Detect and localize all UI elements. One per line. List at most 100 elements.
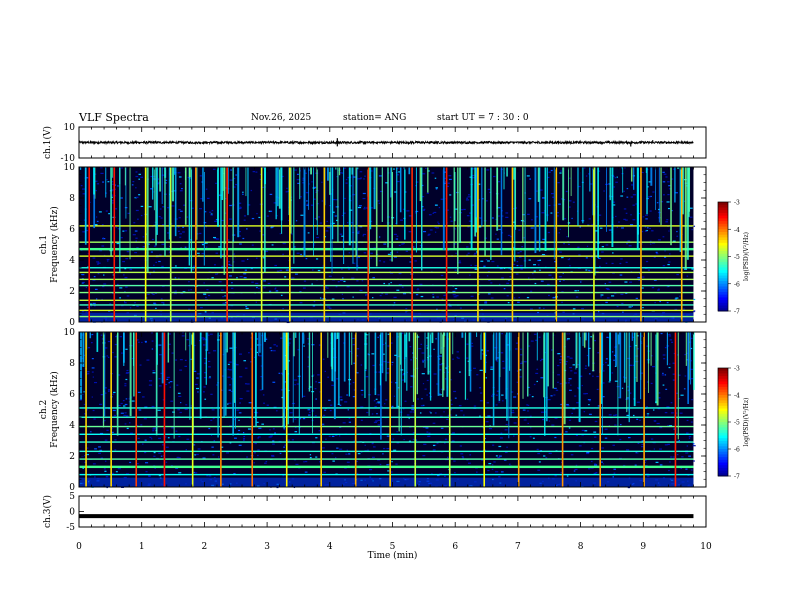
ch1-spec-speckle <box>302 247 305 249</box>
ch2-spec-speckle <box>146 359 150 361</box>
ch2-spec-speckle <box>457 357 460 359</box>
ch2-spec-speckle <box>86 409 89 411</box>
ch2-spec-speckle <box>294 379 298 381</box>
ch2-spec-speckle <box>613 472 616 474</box>
ch2-spec-speckle <box>377 402 381 404</box>
ch2-spec-speckle <box>691 399 693 401</box>
ch2-spec-sferic <box>298 332 300 435</box>
ch1-spec-speckle <box>568 206 571 208</box>
ch2-spec-speckle <box>266 404 269 406</box>
ch2-spec-speckle <box>364 444 366 446</box>
ch1-spec-sferic <box>275 167 277 220</box>
ch2-spec-speckle <box>158 474 162 477</box>
ch1-spec-speckle <box>94 224 98 226</box>
ch2-spec-speckle <box>532 437 535 439</box>
ch2-spec-speckle <box>564 363 567 365</box>
ch2-spec-speckle <box>419 412 422 414</box>
ch1-spec-speckle <box>264 250 268 253</box>
ch1-spec-speckle <box>134 230 138 232</box>
ch2-spec-speckle <box>669 461 671 463</box>
ch1-spec-speckle <box>231 287 234 289</box>
ch2-spec-speckle <box>303 395 306 397</box>
ch1-spec-speckle <box>351 222 354 224</box>
ch1-spec-speckle <box>452 290 456 293</box>
ch1-spec-tone <box>79 247 694 251</box>
ch1-spec-speckle <box>526 296 530 299</box>
ch2-spec-speckle <box>160 455 163 457</box>
ch2-spec-speckle <box>586 452 590 455</box>
ch1-spec-speckle <box>359 226 363 228</box>
ch2-spec-speckle <box>125 378 128 381</box>
ch2-spec-speckle <box>486 350 489 352</box>
ch2-spec-sferic <box>264 332 266 342</box>
ch1-spec-speckle <box>242 193 244 195</box>
ch2-spec-speckle <box>148 380 153 382</box>
ch1-spec-speckle <box>161 224 165 226</box>
ch1-spec-speckle <box>621 302 624 305</box>
ch1-spec-channel-label: ch.1 <box>39 235 49 254</box>
ch2-spec-speckle <box>124 412 127 414</box>
ch1-spec-speckle <box>235 174 237 176</box>
ch2-spec-speckle <box>568 378 572 380</box>
ch1-spec-speckle <box>605 301 608 304</box>
ch2-spec-speckle <box>329 409 332 412</box>
ch1-spec-sferic <box>538 167 541 252</box>
ch1-spec-speckle <box>296 252 300 254</box>
ch1-spec-speckle <box>81 188 85 190</box>
ch1-spec-speckle <box>239 243 242 245</box>
ch2-spec-speckle <box>304 460 308 463</box>
ch1-spec-speckle <box>640 287 644 289</box>
ch2-spec-speckle <box>481 353 485 355</box>
ch2-spec-speckle <box>685 452 689 454</box>
ch2-spec-speckle <box>282 475 285 477</box>
ch2-spec-speckle <box>269 429 271 431</box>
ch2-spec-speckle <box>142 443 144 445</box>
ch2-spec-speckle <box>342 422 346 424</box>
ch2-spec-speckle <box>87 371 90 373</box>
ch1-spec-speckle <box>630 184 634 186</box>
ch1-spec-speckle <box>558 276 562 278</box>
ch1-spec-speckle <box>146 297 148 299</box>
ch2-spec-speckle <box>588 413 592 415</box>
ch1-spec-sferic <box>419 167 422 202</box>
ch1-spec-speckle <box>179 236 182 238</box>
ch2-spec-speckle <box>422 455 426 457</box>
ch2-spec-speckle <box>179 457 181 459</box>
ch2-spec-speckle <box>236 409 240 411</box>
ch1-spec-speckle <box>551 277 554 279</box>
ch2-spec-speckle <box>426 379 429 382</box>
ch1-spec-speckle <box>299 291 302 293</box>
ch2-spec-speckle <box>520 348 522 350</box>
ch1-spec-speckle <box>348 268 350 270</box>
ch2-spec-speckle <box>227 363 230 366</box>
ch2-spec-sferic <box>189 332 191 420</box>
ch1-spec-speckle <box>516 261 519 263</box>
ch2-spec-sferic <box>295 332 297 338</box>
ch2-spec-speckle <box>559 362 562 364</box>
ch2-spec-speckle <box>331 453 334 455</box>
ch2-spec-burst <box>191 332 194 487</box>
ch2-spec-speckle <box>112 351 114 354</box>
ch2-spec-speckle <box>197 448 201 450</box>
ch2-spec-speckle <box>692 445 696 447</box>
ch1-spec-speckle <box>608 281 612 283</box>
ch2-spec-speckle <box>375 402 378 404</box>
ch1-spec-speckle <box>435 227 439 229</box>
ch2-spec-sferic <box>348 332 350 397</box>
ch1-spec-speckle <box>300 253 302 256</box>
ch1-spec-speckle <box>363 206 366 208</box>
ch1-spec-speckle <box>550 212 553 214</box>
ch1-spec-speckle <box>516 264 519 267</box>
ch1-spec-sferic <box>221 167 224 201</box>
ch1-spec-speckle <box>635 203 637 205</box>
ch1-spec-speckle <box>196 252 200 254</box>
ch2-spec-burst <box>85 332 87 487</box>
ch1-spec-speckle <box>126 251 130 253</box>
ch1-spec-colorbar-step <box>718 242 728 247</box>
ch2-spec-speckle <box>596 388 599 391</box>
ch1-spec-colorbar-step <box>718 286 728 290</box>
ch1-spec-speckle <box>478 199 480 201</box>
ch2-spec-speckle <box>426 337 429 339</box>
ch2-spec-speckle <box>387 345 391 347</box>
ch1-spec-speckle <box>529 308 533 310</box>
